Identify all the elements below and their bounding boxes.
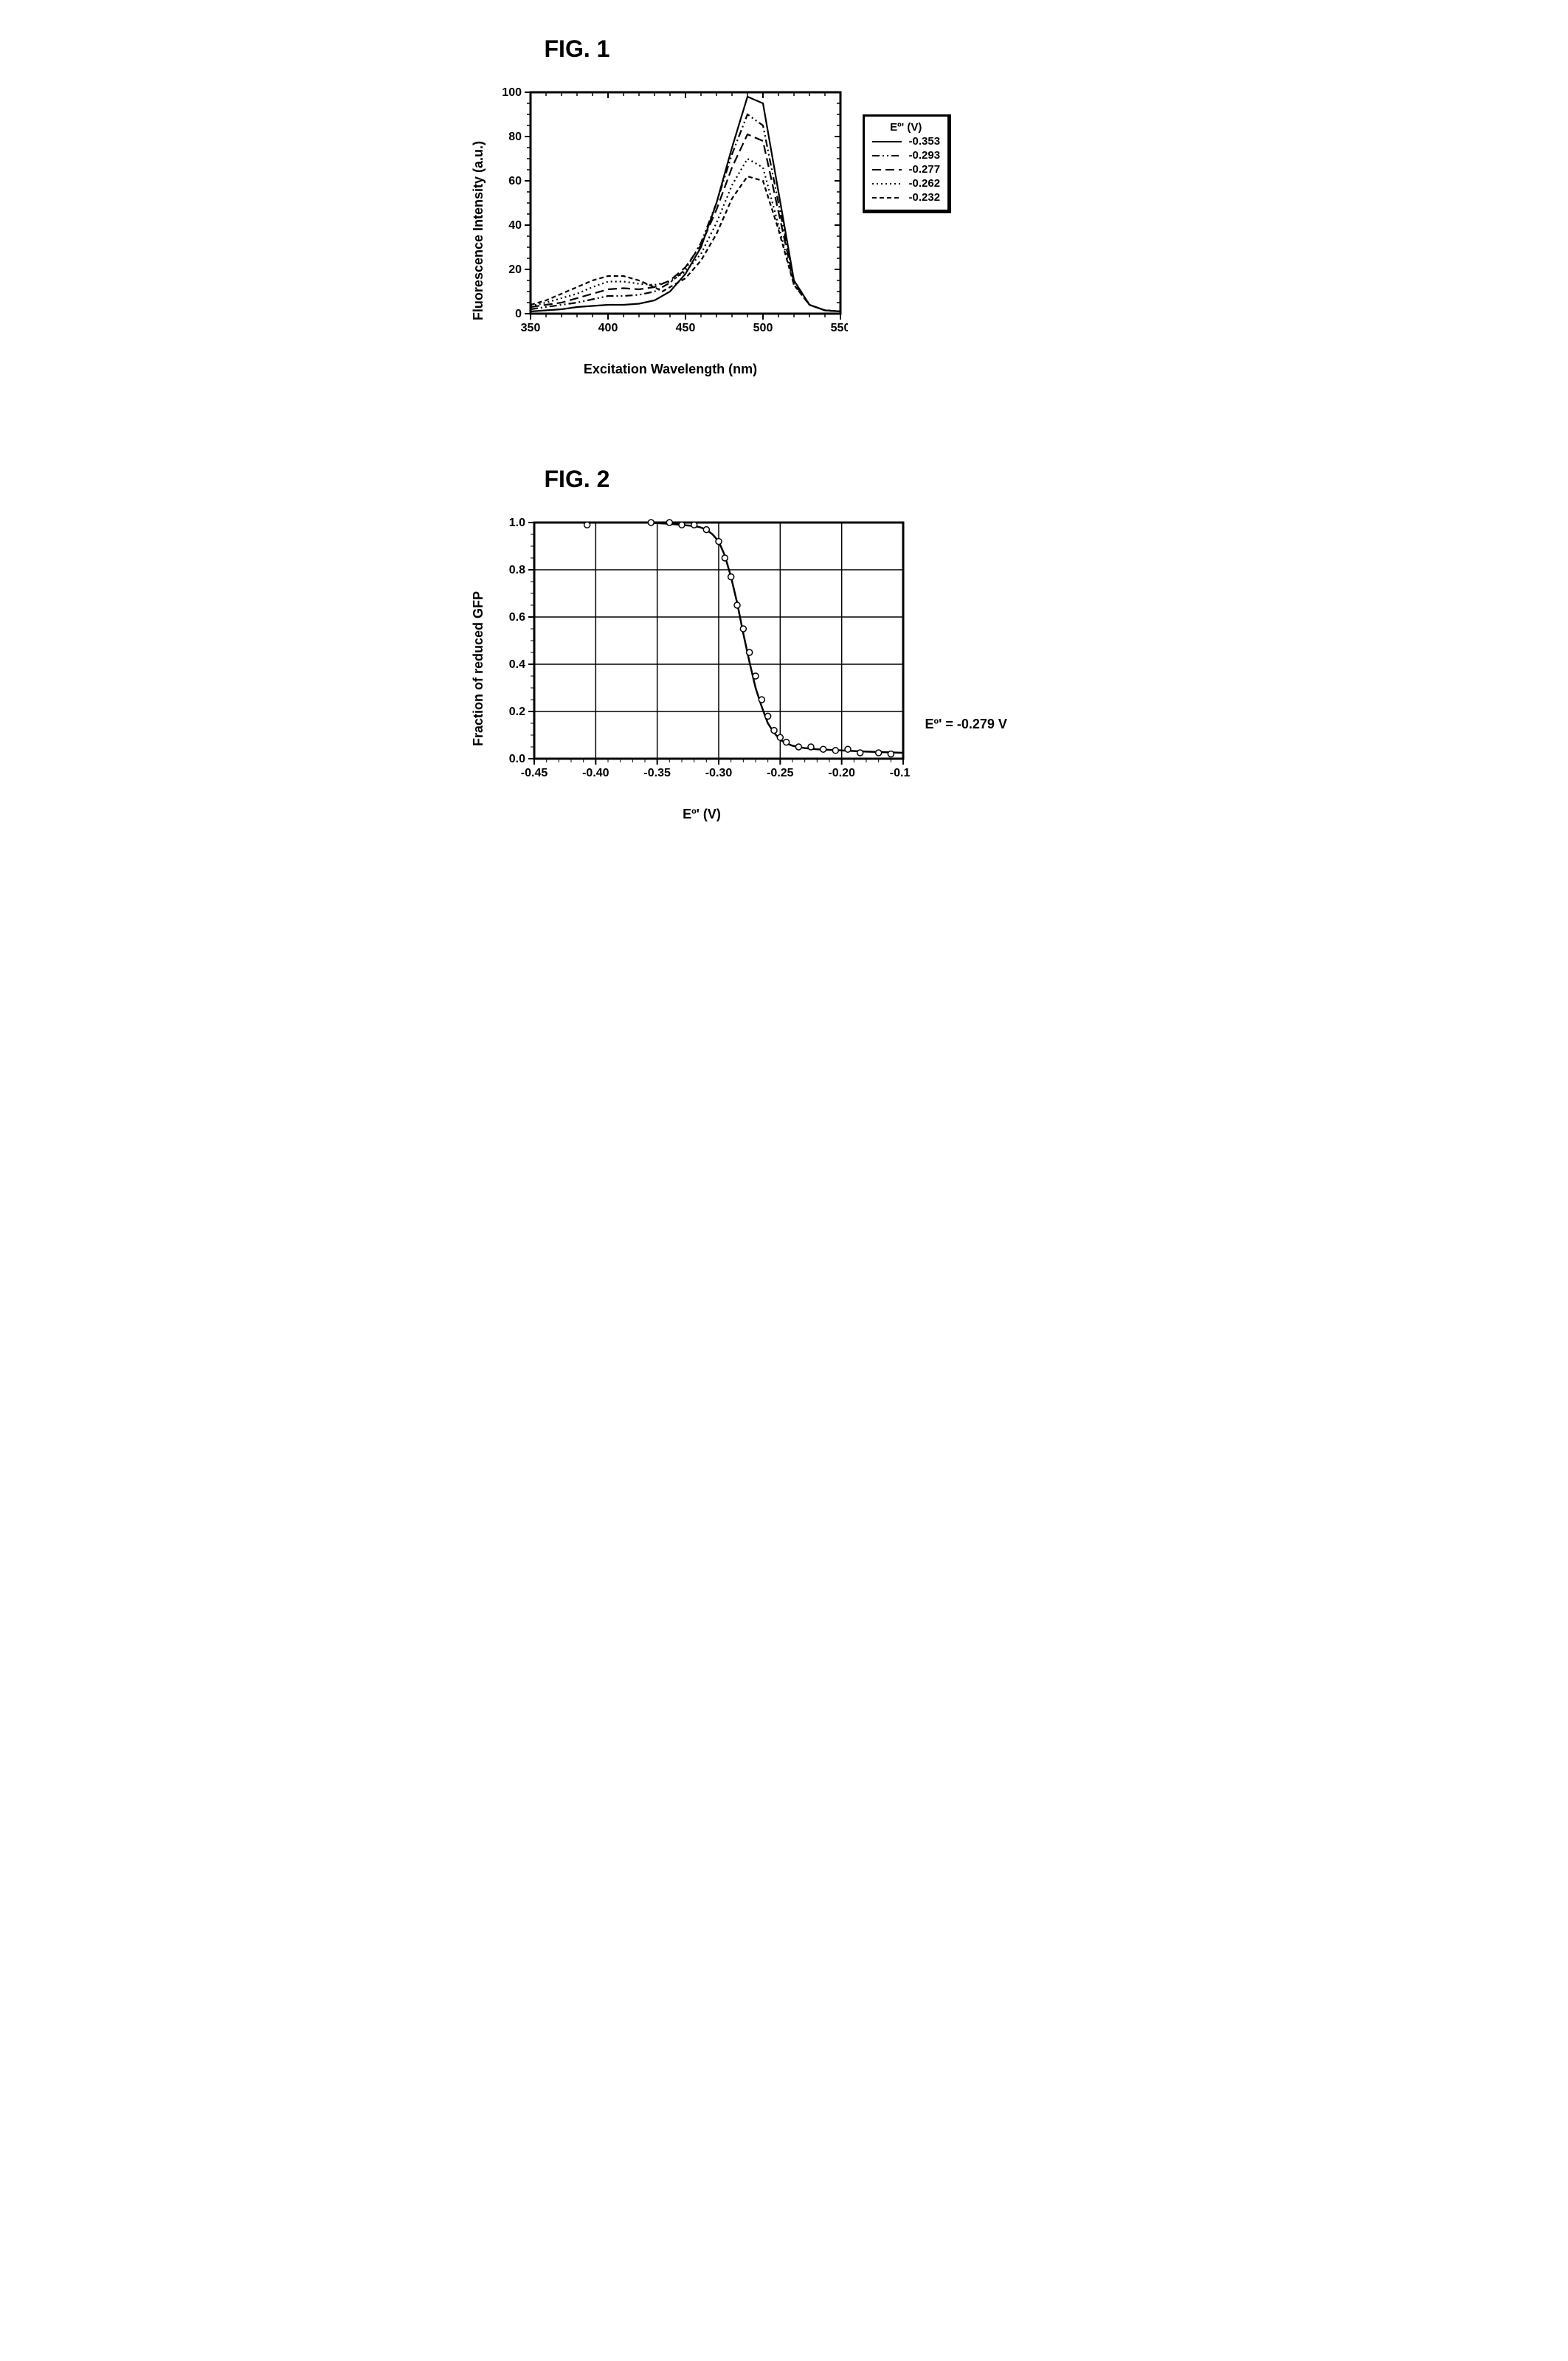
svg-text:0.0: 0.0 [508,753,525,765]
figure-1: FIG. 1 Fluorescence Intensity (a.u.) 350… [471,35,1098,377]
fig2-chart: -0.45 -0.40 -0.35 -0.30 -0.25 -0.20 -0.15 0.0 0.… [494,515,911,781]
fig2-xlabel: Eº' (V) [494,807,911,822]
svg-text:500: 500 [753,322,773,334]
svg-text:-0.20: -0.20 [828,767,855,779]
svg-text:0.6: 0.6 [508,611,525,624]
svg-text:-0.15: -0.15 [889,767,910,779]
legend-item: -0.353 [872,135,941,148]
svg-text:-0.40: -0.40 [582,767,609,779]
svg-text:40: 40 [508,219,522,232]
svg-text:100: 100 [502,86,522,99]
svg-text:1.0: 1.0 [508,517,525,529]
svg-text:0.4: 0.4 [508,658,525,671]
legend-item: -0.293 [872,149,941,162]
fig2-ylabel: Fraction of reduced GFP [471,591,486,746]
fig1-ylabel: Fluorescence Intensity (a.u.) [471,141,486,320]
svg-text:400: 400 [598,322,618,334]
svg-text:-0.35: -0.35 [643,767,671,779]
figure-2-title: FIG. 2 [545,466,1098,493]
fig1-legend: Eº' (V) -0.353-0.293-0.277-0.262-0.232 [863,114,952,213]
svg-text:0.8: 0.8 [508,564,525,576]
figure-1-title: FIG. 1 [545,35,1098,63]
fig1-chart: 350 400 450 500 550 0 20 40 60 80 100 [494,85,848,336]
svg-text:350: 350 [520,322,540,334]
svg-text:60: 60 [508,175,522,187]
legend-item: -0.277 [872,163,941,176]
legend-item: -0.262 [872,177,941,190]
fig1-legend-title: Eº' (V) [872,121,941,134]
svg-text:0: 0 [515,308,522,320]
fig1-xlabel: Excitation Wavelength (nm) [494,362,848,377]
svg-text:20: 20 [508,263,522,276]
svg-text:-0.25: -0.25 [767,767,794,779]
svg-text:-0.45: -0.45 [520,767,548,779]
legend-item: -0.232 [872,191,941,204]
svg-text:80: 80 [508,131,522,143]
svg-text:-0.30: -0.30 [705,767,732,779]
svg-text:550: 550 [830,322,847,334]
fig2-annotation: Eº' = -0.279 V [925,717,1007,732]
figure-2: FIG. 2 Fraction of reduced GFP -0.45-0.4… [471,466,1098,822]
svg-text:0.2: 0.2 [508,706,525,718]
svg-text:450: 450 [675,322,695,334]
